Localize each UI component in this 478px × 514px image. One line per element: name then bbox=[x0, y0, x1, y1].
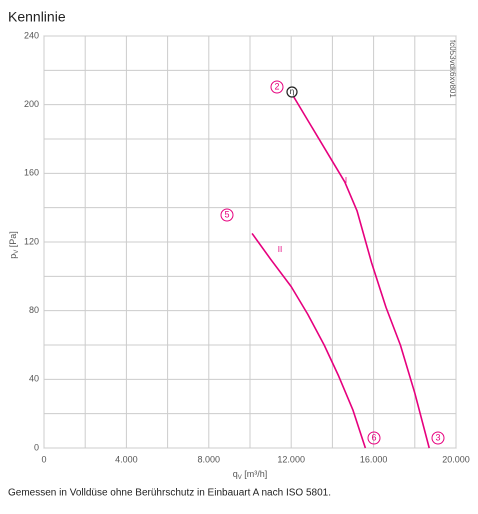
curve bbox=[290, 92, 430, 449]
curve-label: I bbox=[345, 176, 347, 185]
marker: 3 bbox=[435, 432, 440, 442]
marker: 6 bbox=[371, 432, 376, 442]
y-tick-label: 0 bbox=[34, 442, 39, 452]
footnote: Gemessen in Volldüse ohne Berührschutz i… bbox=[8, 488, 331, 499]
marker-circle bbox=[220, 208, 234, 222]
x-tick-label: 0 bbox=[41, 454, 46, 464]
plot: 0 4.000 8.000 12.000 16.000 20.000 0 40 80 120 160… bbox=[24, 30, 470, 464]
y-tick-label: 120 bbox=[24, 236, 39, 246]
y-tick-label: 200 bbox=[24, 99, 39, 109]
x-tick-label: 8.000 bbox=[198, 454, 221, 464]
code-label: fc053vdk6xv801 bbox=[448, 40, 457, 98]
chart-title: Kennlinie bbox=[8, 9, 66, 25]
markers: 2 5 6 3 η bbox=[220, 80, 445, 445]
marker-circle bbox=[431, 431, 445, 445]
x-tick-label: 4.000 bbox=[115, 454, 138, 464]
marker: 5 bbox=[224, 209, 229, 219]
efficiency-marker: η bbox=[290, 87, 294, 96]
y-tick-label: 240 bbox=[24, 30, 39, 40]
y-tick-label: 40 bbox=[29, 374, 39, 384]
y-tick-label: 160 bbox=[24, 168, 39, 178]
x-axis-label: qV [m³/h] bbox=[233, 469, 268, 480]
x-tick-label: 20.000 bbox=[442, 454, 470, 464]
y-axis-label: pV [Pa] bbox=[8, 231, 19, 259]
marker-circle bbox=[270, 80, 284, 94]
marker: 2 bbox=[274, 81, 279, 91]
x-tick-label: 16.000 bbox=[360, 454, 388, 464]
x-tick-label: 12.000 bbox=[277, 454, 305, 464]
curve bbox=[251, 232, 367, 449]
marker-circle bbox=[367, 431, 381, 445]
y-tick-label: 80 bbox=[29, 305, 39, 315]
curve-label: II bbox=[278, 245, 282, 254]
efficiency-circle bbox=[286, 86, 298, 98]
